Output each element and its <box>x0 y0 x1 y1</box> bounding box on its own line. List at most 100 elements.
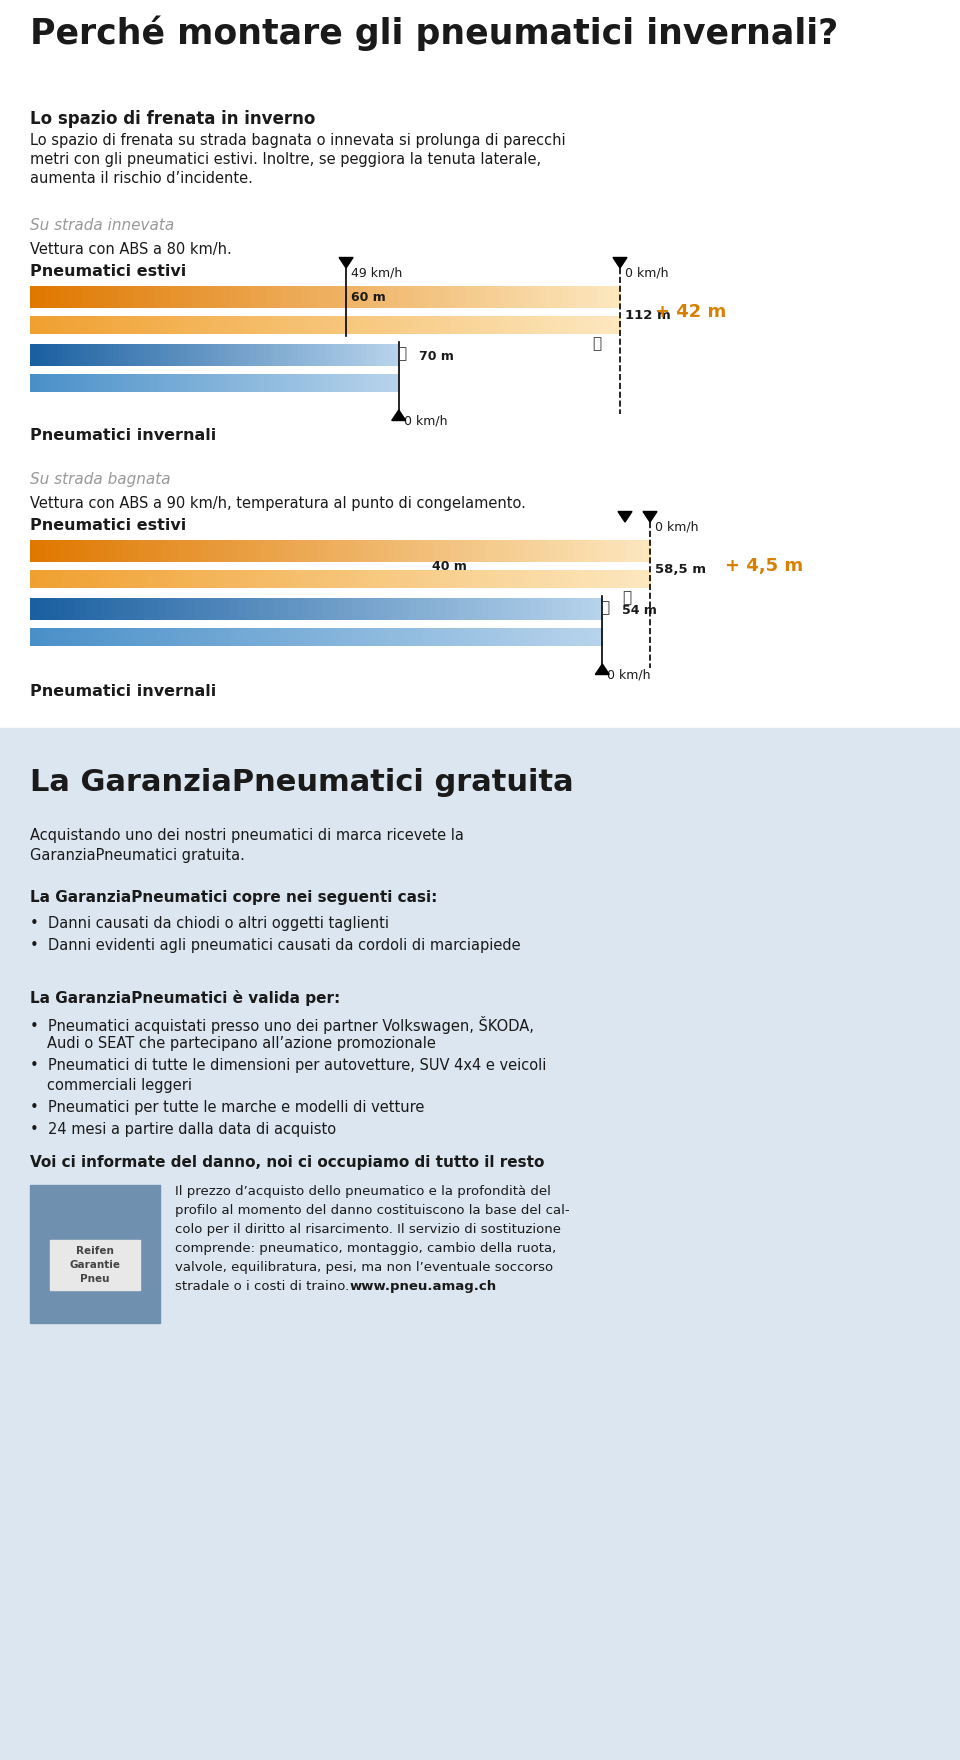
Bar <box>279 366 284 375</box>
Polygon shape <box>392 410 406 421</box>
Bar <box>278 561 286 570</box>
Bar <box>560 620 567 628</box>
Bar <box>495 598 503 620</box>
Bar <box>53 366 59 375</box>
Bar <box>375 375 381 392</box>
Bar <box>201 570 208 588</box>
Bar <box>495 628 503 646</box>
Bar <box>62 366 67 375</box>
Bar <box>467 628 474 646</box>
Bar <box>193 561 201 570</box>
Bar <box>123 628 131 646</box>
Bar <box>126 317 133 334</box>
Bar <box>428 308 436 317</box>
Bar <box>310 308 318 317</box>
Bar <box>370 308 377 317</box>
Bar <box>414 308 421 317</box>
Text: metri con gli pneumatici estivi. Inoltre, se peggiora la tenuta laterale,: metri con gli pneumatici estivi. Inoltre… <box>30 151 541 167</box>
Bar <box>108 620 116 628</box>
Bar <box>380 366 385 375</box>
Bar <box>209 598 217 620</box>
Bar <box>131 628 138 646</box>
Bar <box>450 308 458 317</box>
Bar <box>480 308 488 317</box>
Bar <box>154 561 162 570</box>
Bar <box>448 570 457 588</box>
Bar <box>538 620 545 628</box>
Bar <box>173 343 178 366</box>
Text: Reifen
Garantie
Pneu: Reifen Garantie Pneu <box>69 1246 121 1285</box>
Bar <box>260 343 266 366</box>
Bar <box>554 317 562 334</box>
Bar <box>233 343 238 366</box>
Bar <box>309 540 317 561</box>
Bar <box>53 561 61 570</box>
Bar <box>44 375 49 392</box>
Bar <box>108 598 116 620</box>
Bar <box>115 540 124 561</box>
Bar <box>375 366 381 375</box>
Bar <box>433 540 442 561</box>
Bar <box>201 540 208 561</box>
Bar <box>52 628 60 646</box>
Bar <box>373 620 381 628</box>
Bar <box>296 317 303 334</box>
Bar <box>316 343 321 366</box>
Bar <box>230 620 238 628</box>
Bar <box>131 540 139 561</box>
Bar <box>224 561 232 570</box>
Bar <box>425 570 434 588</box>
Bar <box>340 540 348 561</box>
Bar <box>161 561 170 570</box>
Bar <box>60 308 67 317</box>
Bar <box>390 343 395 366</box>
Bar <box>196 343 201 366</box>
Text: stradale o i costi di traino.: stradale o i costi di traino. <box>175 1280 353 1294</box>
Bar <box>237 366 243 375</box>
Bar <box>214 366 220 375</box>
Bar <box>117 375 123 392</box>
Bar <box>316 598 324 620</box>
Bar <box>100 570 108 588</box>
Text: Vettura con ABS a 80 km/h.: Vettura con ABS a 80 km/h. <box>30 243 231 257</box>
Bar <box>69 570 77 588</box>
Bar <box>417 598 424 620</box>
Bar <box>73 628 81 646</box>
Bar <box>420 287 429 308</box>
Bar <box>178 308 185 317</box>
Bar <box>252 628 259 646</box>
Bar <box>444 620 452 628</box>
Bar <box>371 561 379 570</box>
Bar <box>245 598 252 620</box>
Bar <box>317 561 325 570</box>
Text: Lo spazio di frenata in inverno: Lo spazio di frenata in inverno <box>30 109 316 128</box>
Bar <box>148 308 156 317</box>
Bar <box>210 375 215 392</box>
Bar <box>581 620 588 628</box>
Bar <box>131 620 138 628</box>
Bar <box>338 598 346 620</box>
Bar <box>438 598 445 620</box>
Bar <box>108 366 113 375</box>
Bar <box>568 308 576 317</box>
Bar <box>159 366 164 375</box>
Bar <box>516 598 524 620</box>
Text: 🚗: 🚗 <box>600 600 610 614</box>
Bar <box>77 540 84 561</box>
Text: 🚗: 🚗 <box>622 590 631 605</box>
Text: + 42 m: + 42 m <box>655 303 727 320</box>
Text: 0 km/h: 0 km/h <box>608 669 651 681</box>
Bar <box>438 628 445 646</box>
Bar <box>431 620 439 628</box>
Bar <box>392 317 399 334</box>
Bar <box>208 561 217 570</box>
Bar <box>173 620 180 628</box>
Bar <box>231 570 240 588</box>
Bar <box>345 628 352 646</box>
Bar <box>334 366 339 375</box>
Text: 58,5 m: 58,5 m <box>655 563 706 576</box>
Bar <box>274 628 281 646</box>
Bar <box>256 375 261 392</box>
Bar <box>178 343 182 366</box>
Bar <box>473 620 481 628</box>
